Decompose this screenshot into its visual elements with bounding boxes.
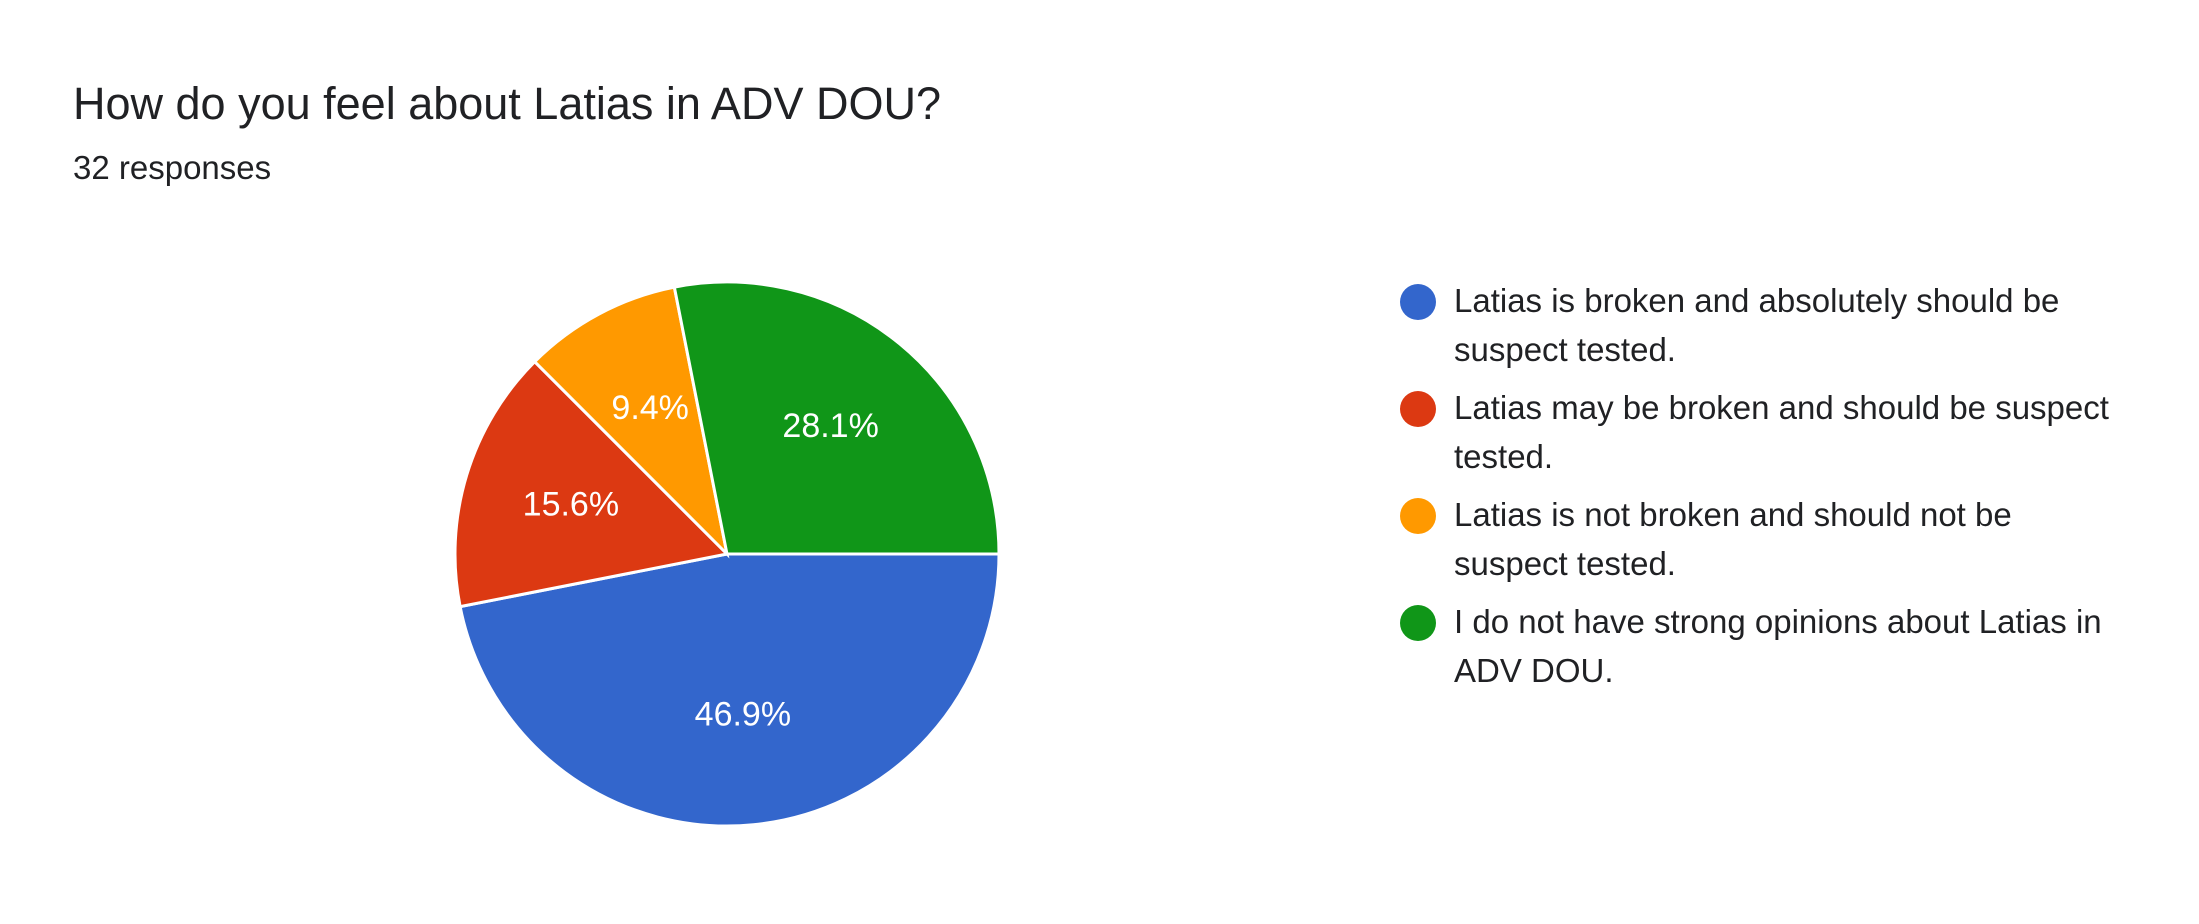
- pie-slice[interactable]: [453, 359, 731, 609]
- pie-slice[interactable]: [458, 552, 1001, 828]
- slice-percent-label: 46.9%: [695, 695, 791, 733]
- chart-title: How do you feel about Latias in ADV DOU?: [73, 78, 941, 129]
- slice-percent-label: 9.4%: [611, 389, 689, 427]
- slice-percent-label: 28.1%: [782, 407, 878, 445]
- legend-swatch-icon: [1400, 391, 1436, 427]
- slice-percent-label: 15.6%: [523, 485, 619, 523]
- legend-swatch-icon: [1400, 284, 1436, 320]
- legend-item[interactable]: Latias is broken and absolutely should b…: [1400, 276, 2120, 374]
- legend-label: I do not have strong opinions about Lati…: [1454, 603, 2102, 689]
- legend-item[interactable]: Latias may be broken and should be suspe…: [1400, 383, 2120, 481]
- legend-item[interactable]: I do not have strong opinions about Lati…: [1400, 597, 2120, 695]
- response-count: 32 responses: [73, 149, 272, 186]
- pie-slice[interactable]: [672, 280, 1001, 556]
- legend-label: Latias may be broken and should be suspe…: [1454, 389, 2109, 475]
- legend-label: Latias is not broken and should not be s…: [1454, 496, 2012, 582]
- legend-item[interactable]: Latias is not broken and should not be s…: [1400, 490, 2120, 588]
- chart-legend: Latias is broken and absolutely should b…: [1400, 276, 2120, 704]
- legend-swatch-icon: [1400, 498, 1436, 534]
- legend-swatch-icon: [1400, 605, 1436, 641]
- pie-slice[interactable]: [532, 285, 730, 559]
- legend-label: Latias is broken and absolutely should b…: [1454, 282, 2060, 368]
